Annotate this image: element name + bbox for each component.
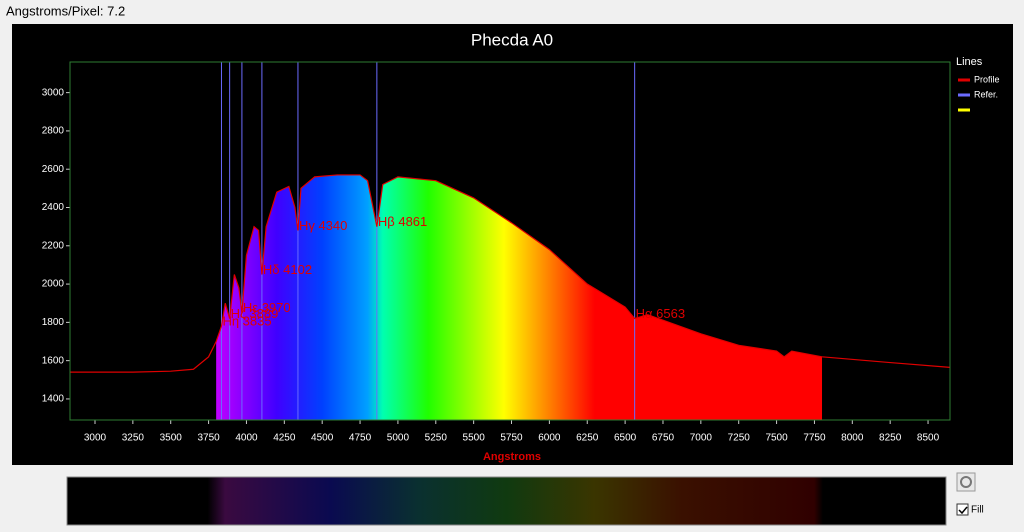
y-tick-label: 2200	[42, 240, 65, 251]
plot: 1400 1600 1800 2000 2200 2400 2600 2800 3000 3000…	[42, 62, 951, 444]
legend-entry: Profile	[974, 74, 1000, 84]
x-tick-label: 5500	[463, 433, 486, 444]
x-tick-label: 5000	[387, 433, 410, 444]
x-axis-label: Angstroms	[483, 451, 541, 463]
x-tick-label: 4500	[311, 433, 334, 444]
x-tick-label: 3500	[160, 433, 183, 444]
x-tick-label: 8500	[917, 433, 940, 444]
x-tick-label: 5250	[425, 433, 448, 444]
check-mark	[958, 506, 968, 515]
y-tick-label: 2400	[42, 202, 65, 213]
profile-line	[70, 174, 951, 373]
fill-checkbox[interactable]	[956, 503, 969, 516]
x-tick-label: 8000	[841, 433, 864, 444]
angstroms-per-pixel: Angstroms/Pixel: 7.2	[6, 3, 125, 18]
y-tick-label: 2000	[42, 279, 65, 290]
legend-entry: Refer.	[974, 89, 998, 99]
spectrum-fill	[216, 174, 823, 420]
x-tick-label: 6250	[576, 433, 599, 444]
x-tick-label: 3250	[122, 433, 145, 444]
y-tick-label: 1400	[42, 394, 65, 405]
fill-label: Fill	[971, 505, 984, 516]
plot-frame	[69, 61, 951, 421]
y-tick-label: 1800	[42, 317, 65, 328]
y-tick-label: 2600	[42, 164, 65, 175]
reference-label: Hζ 3889	[231, 306, 279, 321]
y-tick-label: 1600	[42, 355, 65, 366]
x-tick-label: 3000	[84, 433, 107, 444]
x-tick-label: 7000	[690, 433, 713, 444]
x-tick-label: 8250	[879, 433, 902, 444]
x-tick-label: 5750	[500, 433, 523, 444]
gear-icon	[960, 476, 972, 488]
x-tick-label: 7250	[728, 433, 751, 444]
spectrum-strip	[66, 476, 947, 526]
x-tick-label: 4000	[235, 433, 258, 444]
x-tick-label: 4750	[349, 433, 372, 444]
chart-title: Phecda A0	[471, 30, 553, 49]
legend-title: Lines	[956, 56, 983, 68]
reference-label: Hε 3970	[243, 300, 291, 315]
x-tick-label: 7500	[765, 433, 788, 444]
reference-label: Hγ 4340	[299, 218, 347, 233]
y-tick-label: 3000	[42, 87, 65, 98]
x-tick-label: 6000	[538, 433, 561, 444]
x-tick-label: 6750	[652, 433, 675, 444]
y-tick-label: 2800	[42, 126, 65, 137]
reference-label: Hα 6563	[636, 306, 685, 321]
x-tick-label: 7750	[803, 433, 826, 444]
reference-label: Hη 3835	[222, 314, 271, 329]
x-tick-label: 6500	[614, 433, 637, 444]
x-tick-label: 4250	[273, 433, 296, 444]
x-tick-label: 3750	[197, 433, 220, 444]
reference-label: Hβ 4861	[378, 214, 427, 229]
settings-button[interactable]	[956, 472, 976, 492]
reference-label: Hδ 4102	[263, 262, 312, 277]
